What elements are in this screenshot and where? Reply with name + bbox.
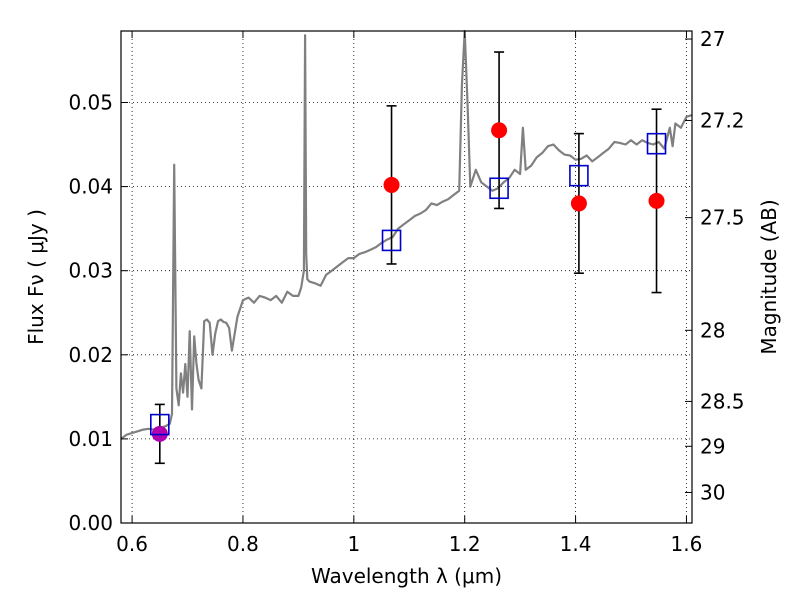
right-tick-label: 28 — [700, 318, 725, 342]
axis-ticks: 0.6 0.8 1 1.2 1.4 1.6 0.00 0.01 0.02 0.03 0.04 0.05… — [68, 27, 744, 556]
y-tick-label: 0.05 — [68, 90, 113, 114]
y-tick-label: 0.04 — [68, 175, 113, 199]
synthetic-points-layer — [150, 132, 667, 436]
grid-lines — [121, 31, 692, 524]
right-tick-label: 28.5 — [700, 389, 745, 413]
right-tick-label: 27.5 — [700, 206, 745, 230]
right-tick-label: 30 — [700, 480, 725, 504]
y-tick-label: 0.00 — [68, 511, 113, 535]
synthetic-flux-square — [489, 177, 509, 200]
model-spectrum-layer — [120, 29, 693, 440]
y-tick-label: 0.03 — [68, 259, 113, 283]
y-axis-title: Flux Fν ( μJy ) — [24, 209, 48, 345]
x-tick-label: 1.6 — [671, 532, 703, 556]
x-tick-label: 1.2 — [449, 532, 481, 556]
model-spectrum-line — [120, 29, 693, 440]
synthetic-flux-square — [381, 229, 402, 252]
x-tick-label: 0.8 — [227, 532, 259, 556]
x-tick-label: 1 — [347, 532, 360, 556]
y-tick-label: 0.01 — [68, 427, 113, 451]
synthetic-flux-square — [150, 413, 170, 436]
observed-flux-point — [570, 195, 587, 212]
right-tick-label: 27.2 — [700, 108, 745, 132]
observed-points-layer — [151, 122, 665, 442]
observed-flux-point — [491, 122, 508, 139]
observed-flux-point — [383, 176, 400, 193]
error-bars-layer — [154, 51, 662, 465]
right-tick-label: 29 — [700, 434, 725, 458]
right-tick-label: 27 — [700, 27, 725, 51]
y-tick-label: 0.02 — [68, 343, 113, 367]
synthetic-flux-square — [646, 132, 667, 155]
right-axis-title: Magnitude (AB) — [757, 199, 781, 354]
observed-flux-point — [648, 192, 665, 209]
x-tick-label: 1.4 — [560, 532, 592, 556]
x-axis-title: Wavelength λ (μm) — [311, 564, 502, 588]
plot-frame — [120, 30, 693, 524]
synthetic-flux-square — [569, 164, 589, 187]
x-tick-label: 0.6 — [116, 532, 148, 556]
